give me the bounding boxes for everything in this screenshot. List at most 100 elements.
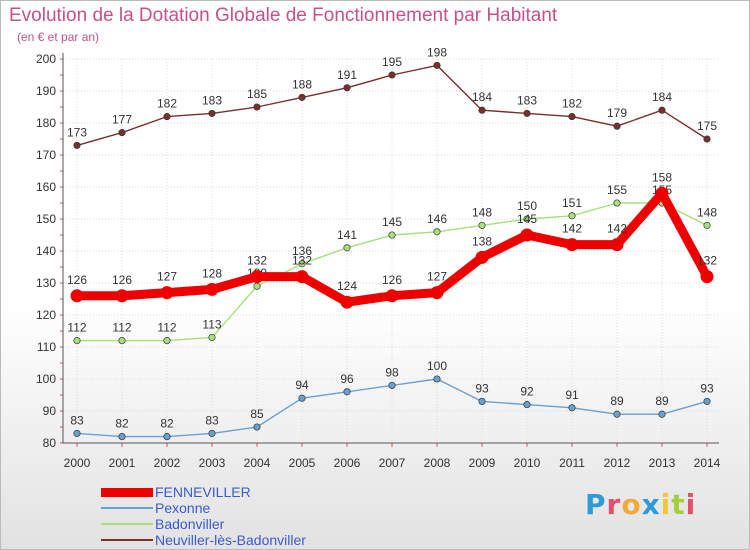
data-label-badonviller: 146 xyxy=(427,212,447,226)
data-label-badonviller: 113 xyxy=(202,317,221,331)
data-point-badonviller xyxy=(118,337,126,345)
data-label-neuviller-l-s-badonviller: 184 xyxy=(652,90,672,104)
data-point-neuviller-l-s-badonviller xyxy=(208,109,216,117)
data-label-fenneviller: 124 xyxy=(337,279,357,293)
data-label-neuviller-l-s-badonviller: 173 xyxy=(67,125,87,139)
data-point-neuviller-l-s-badonviller xyxy=(703,135,711,143)
data-point-fenneviller xyxy=(205,282,219,296)
x-tick-label: 2008 xyxy=(424,456,451,470)
data-point-neuviller-l-s-badonviller xyxy=(568,113,576,121)
data-point-fenneviller xyxy=(655,186,669,200)
y-tick-label: 130 xyxy=(36,276,56,290)
data-label-fenneviller: 127 xyxy=(427,270,447,284)
y-tick-label: 180 xyxy=(36,116,56,130)
data-point-fenneviller xyxy=(385,289,399,303)
data-label-neuviller-l-s-badonviller: 191 xyxy=(337,68,357,82)
data-point-pexonne xyxy=(523,401,531,409)
data-label-badonviller: 145 xyxy=(382,215,402,229)
data-label-fenneviller: 138 xyxy=(472,234,492,248)
data-label-neuviller-l-s-badonviller: 195 xyxy=(382,55,402,69)
y-tick-label: 160 xyxy=(36,180,56,194)
data-label-pexonne: 96 xyxy=(340,372,354,386)
data-point-badonviller xyxy=(253,282,261,290)
data-label-pexonne: 93 xyxy=(700,381,714,395)
y-tick-label: 140 xyxy=(36,244,56,258)
data-label-fenneviller: 145 xyxy=(517,212,537,226)
data-label-pexonne: 89 xyxy=(610,394,624,408)
data-point-neuviller-l-s-badonviller xyxy=(388,71,396,79)
x-tick-label: 2009 xyxy=(469,456,496,470)
data-point-pexonne xyxy=(343,388,351,396)
data-label-fenneviller: 126 xyxy=(67,273,87,287)
data-point-pexonne xyxy=(208,429,216,437)
data-label-neuviller-l-s-badonviller: 184 xyxy=(472,90,492,104)
data-point-fenneviller xyxy=(160,286,174,300)
data-point-fenneviller xyxy=(700,270,714,284)
data-point-neuviller-l-s-badonviller xyxy=(163,113,171,121)
data-label-fenneviller: 128 xyxy=(202,266,222,280)
x-tick-label: 2011 xyxy=(559,456,585,470)
data-point-fenneviller xyxy=(610,238,624,252)
data-point-pexonne xyxy=(568,404,576,412)
data-label-pexonne: 93 xyxy=(475,381,489,395)
data-label-badonviller: 148 xyxy=(472,205,492,219)
legend-label-neuviller: Neuviller-lès-Badonviller xyxy=(155,532,306,548)
data-point-pexonne xyxy=(118,433,126,441)
data-label-badonviller: 151 xyxy=(562,196,582,210)
x-tick-label: 2002 xyxy=(154,456,181,470)
data-point-pexonne xyxy=(478,397,486,405)
data-label-fenneviller: 132 xyxy=(292,254,312,268)
data-point-fenneviller xyxy=(295,270,309,284)
legend-label-pexonne: Pexonne xyxy=(155,500,211,516)
data-label-pexonne: 94 xyxy=(295,378,309,392)
legend-swatch-neuviller xyxy=(101,539,153,541)
data-label-pexonne: 100 xyxy=(427,359,447,373)
x-tick-label: 2000 xyxy=(64,456,91,470)
x-tick-label: 2006 xyxy=(334,456,361,470)
x-tick-label: 2010 xyxy=(514,456,541,470)
data-point-pexonne xyxy=(703,397,711,405)
data-point-badonviller xyxy=(208,333,216,341)
data-label-badonviller: 112 xyxy=(112,321,131,335)
legend-label-badonviller: Badonviller xyxy=(155,516,225,532)
data-point-pexonne xyxy=(658,410,666,418)
data-point-pexonne xyxy=(73,429,81,437)
logo-letter: x xyxy=(641,488,661,521)
x-tick-label: 2003 xyxy=(199,456,226,470)
logo-letter: t xyxy=(671,488,686,521)
x-tick-label: 2005 xyxy=(289,456,316,470)
data-point-neuviller-l-s-badonviller xyxy=(658,106,666,114)
data-point-pexonne xyxy=(253,423,261,431)
data-point-pexonne xyxy=(298,394,306,402)
data-point-badonviller xyxy=(703,221,711,229)
x-tick-label: 2014 xyxy=(694,456,721,470)
data-point-badonviller xyxy=(343,244,351,252)
data-label-badonviller: 112 xyxy=(67,321,86,335)
y-tick-label: 170 xyxy=(36,148,56,162)
x-tick-label: 2013 xyxy=(649,456,676,470)
data-label-neuviller-l-s-badonviller: 185 xyxy=(247,87,267,101)
data-point-badonviller xyxy=(523,215,531,223)
data-point-neuviller-l-s-badonviller xyxy=(613,122,621,130)
data-point-fenneviller xyxy=(70,289,84,303)
data-point-badonviller xyxy=(478,221,486,229)
data-label-pexonne: 85 xyxy=(250,407,264,421)
data-point-fenneviller xyxy=(520,228,534,242)
y-tick-label: 120 xyxy=(36,308,56,322)
legend-swatch-pexonne xyxy=(101,507,153,509)
data-point-neuviller-l-s-badonviller xyxy=(523,109,531,117)
data-point-neuviller-l-s-badonviller xyxy=(298,93,306,101)
x-tick-label: 2007 xyxy=(379,456,406,470)
data-point-fenneviller xyxy=(250,270,264,284)
y-tick-label: 190 xyxy=(36,84,56,98)
data-point-badonviller xyxy=(613,199,621,207)
data-point-pexonne xyxy=(433,375,441,383)
x-tick-label: 2004 xyxy=(244,456,271,470)
data-label-fenneviller: 142 xyxy=(607,222,627,236)
data-point-badonviller xyxy=(73,337,81,345)
logo-letter: r xyxy=(606,488,622,521)
data-label-pexonne: 83 xyxy=(205,413,219,427)
data-point-neuviller-l-s-badonviller xyxy=(253,103,261,111)
legend-label-fenneviller: FENNEVILLER xyxy=(155,484,251,500)
data-label-neuviller-l-s-badonviller: 188 xyxy=(292,77,312,91)
